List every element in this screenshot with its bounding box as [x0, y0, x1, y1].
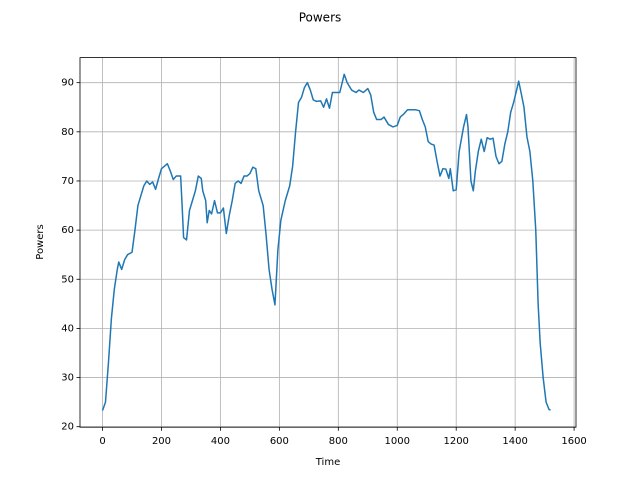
x-tick-label: 200: [152, 436, 171, 447]
x-tick-label: 400: [211, 436, 230, 447]
y-tick-label: 30: [61, 373, 74, 384]
y-tick-label: 60: [61, 225, 74, 236]
x-tick-label: 1400: [502, 436, 527, 447]
y-tick-label: 20: [61, 422, 74, 433]
y-tick-label: 90: [61, 78, 74, 89]
x-tick-label: 0: [99, 436, 105, 447]
y-tick-label: 70: [61, 176, 74, 187]
y-axis-label: Powers: [35, 224, 46, 259]
x-tick-label: 600: [270, 436, 289, 447]
y-tick-label: 50: [61, 274, 74, 285]
x-axis-label: Time: [315, 457, 340, 468]
x-tick-label: 1600: [561, 436, 586, 447]
x-tick-label: 1200: [443, 436, 468, 447]
chart-title: Powers: [299, 11, 342, 25]
y-tick-label: 40: [61, 323, 74, 334]
axes-frame: [79, 57, 577, 428]
x-tick-label: 1000: [385, 436, 410, 447]
x-tick-label: 800: [329, 436, 348, 447]
line-series: [101, 73, 551, 411]
y-tick-label: 80: [61, 127, 74, 138]
